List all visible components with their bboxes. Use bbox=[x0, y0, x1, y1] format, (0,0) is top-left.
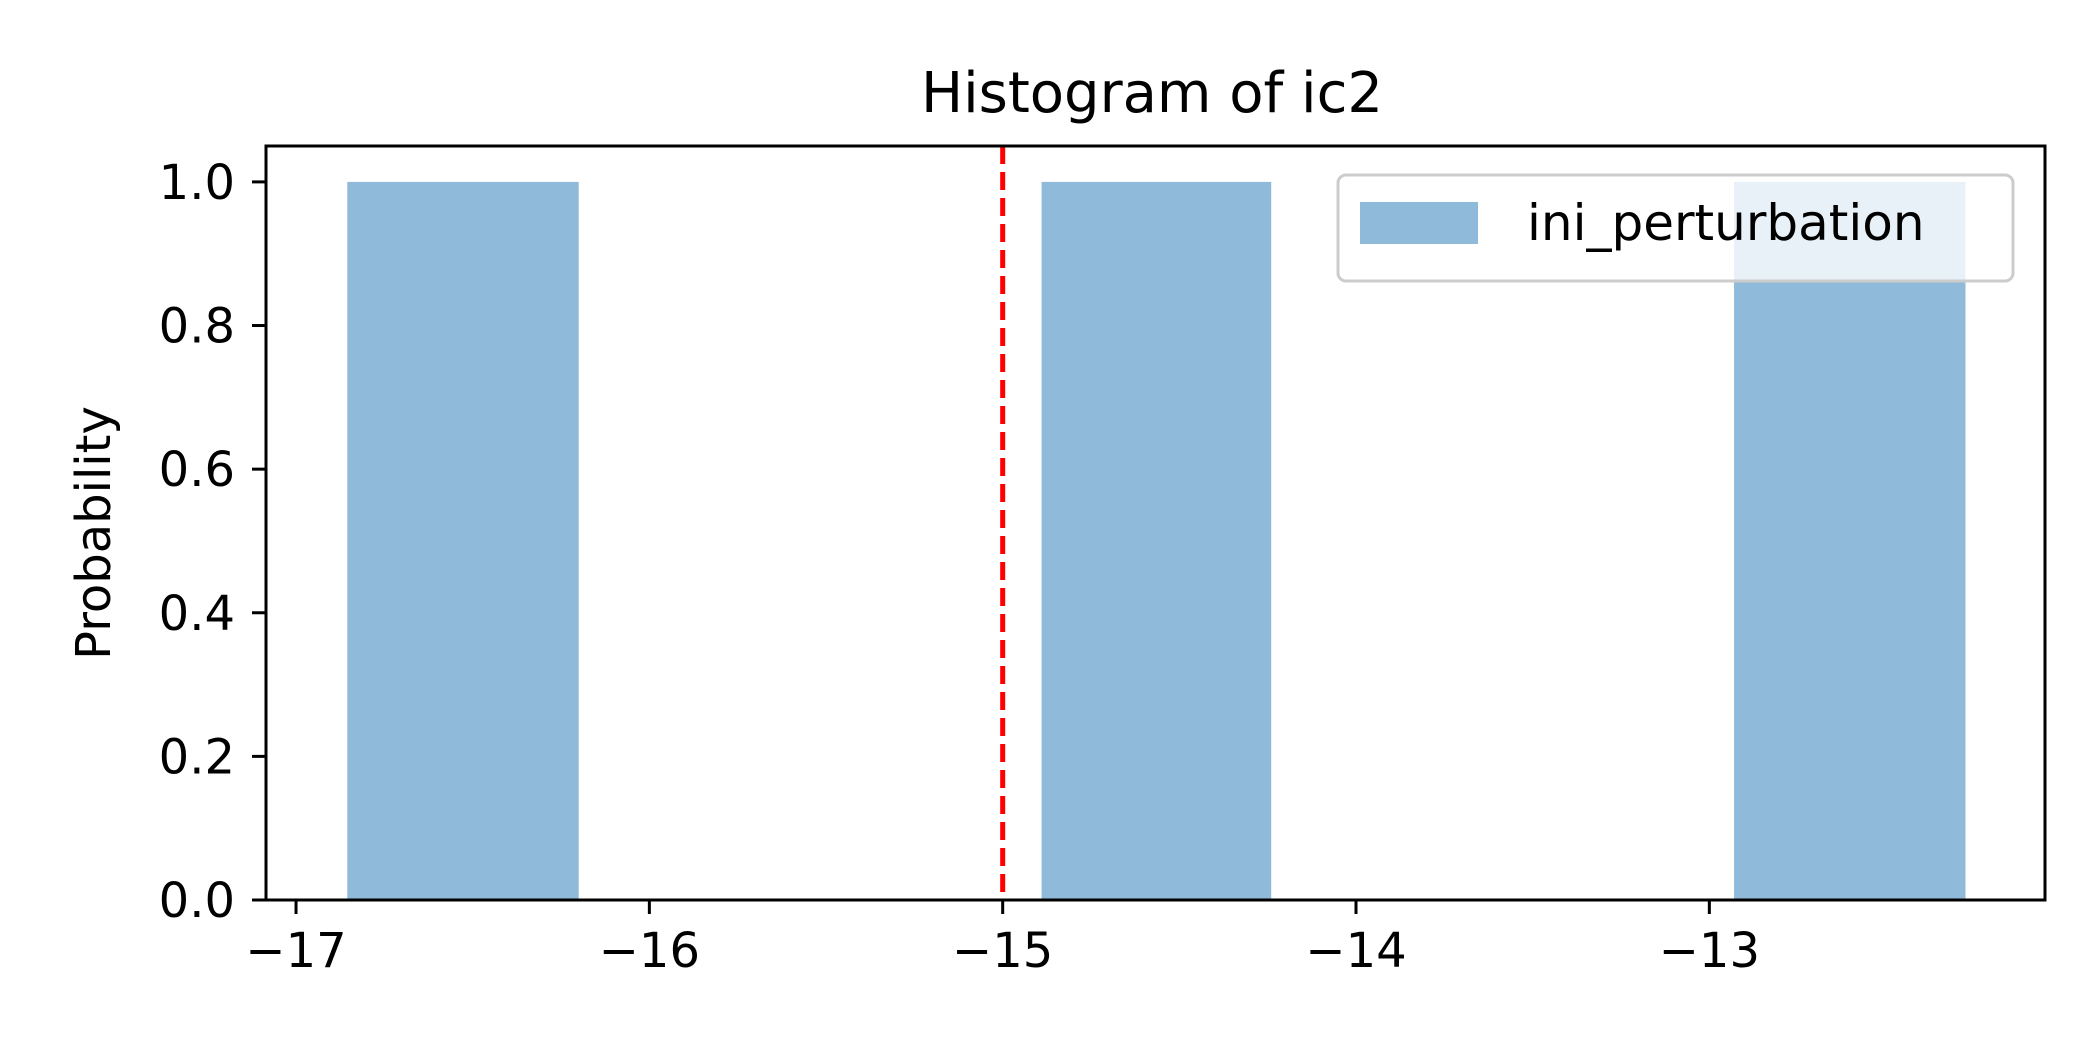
x-tick-label: −14 bbox=[1305, 923, 1406, 979]
y-tick-label: 1.0 bbox=[159, 155, 235, 211]
y-tick-label: 0.2 bbox=[159, 729, 235, 785]
x-tick-label: −16 bbox=[599, 923, 700, 979]
axes-frame bbox=[264, 144, 2047, 902]
y-tick-label: 0.6 bbox=[159, 442, 235, 498]
legend-frame bbox=[1336, 173, 2015, 283]
x-tick-label: −17 bbox=[245, 923, 346, 979]
histogram-bar-3 bbox=[1734, 181, 1966, 900]
x-tick-label: −15 bbox=[952, 923, 1053, 979]
legend: ini_perturbation bbox=[1336, 173, 2015, 283]
y-axis-label: Probability bbox=[66, 406, 122, 660]
ticks-layer: −17 −16 −15 −14 −13 0.0 0.2 0.4 0.6 0.8 1.0 bbox=[159, 155, 1760, 979]
axes-layer bbox=[264, 144, 2047, 902]
histogram-bar-2 bbox=[1041, 181, 1272, 900]
y-tick-label: 0.8 bbox=[159, 299, 235, 355]
y-tick-label: 0.0 bbox=[159, 873, 235, 929]
x-tick-label: −13 bbox=[1659, 923, 1760, 979]
y-tick-label: 0.4 bbox=[159, 586, 235, 642]
chart-title: Histogram of ic2 bbox=[921, 61, 1383, 126]
bars-layer bbox=[347, 181, 1966, 900]
legend-swatch bbox=[1360, 202, 1478, 244]
legend-label: ini_perturbation bbox=[1527, 194, 1925, 252]
histogram-bar-1 bbox=[347, 181, 579, 900]
